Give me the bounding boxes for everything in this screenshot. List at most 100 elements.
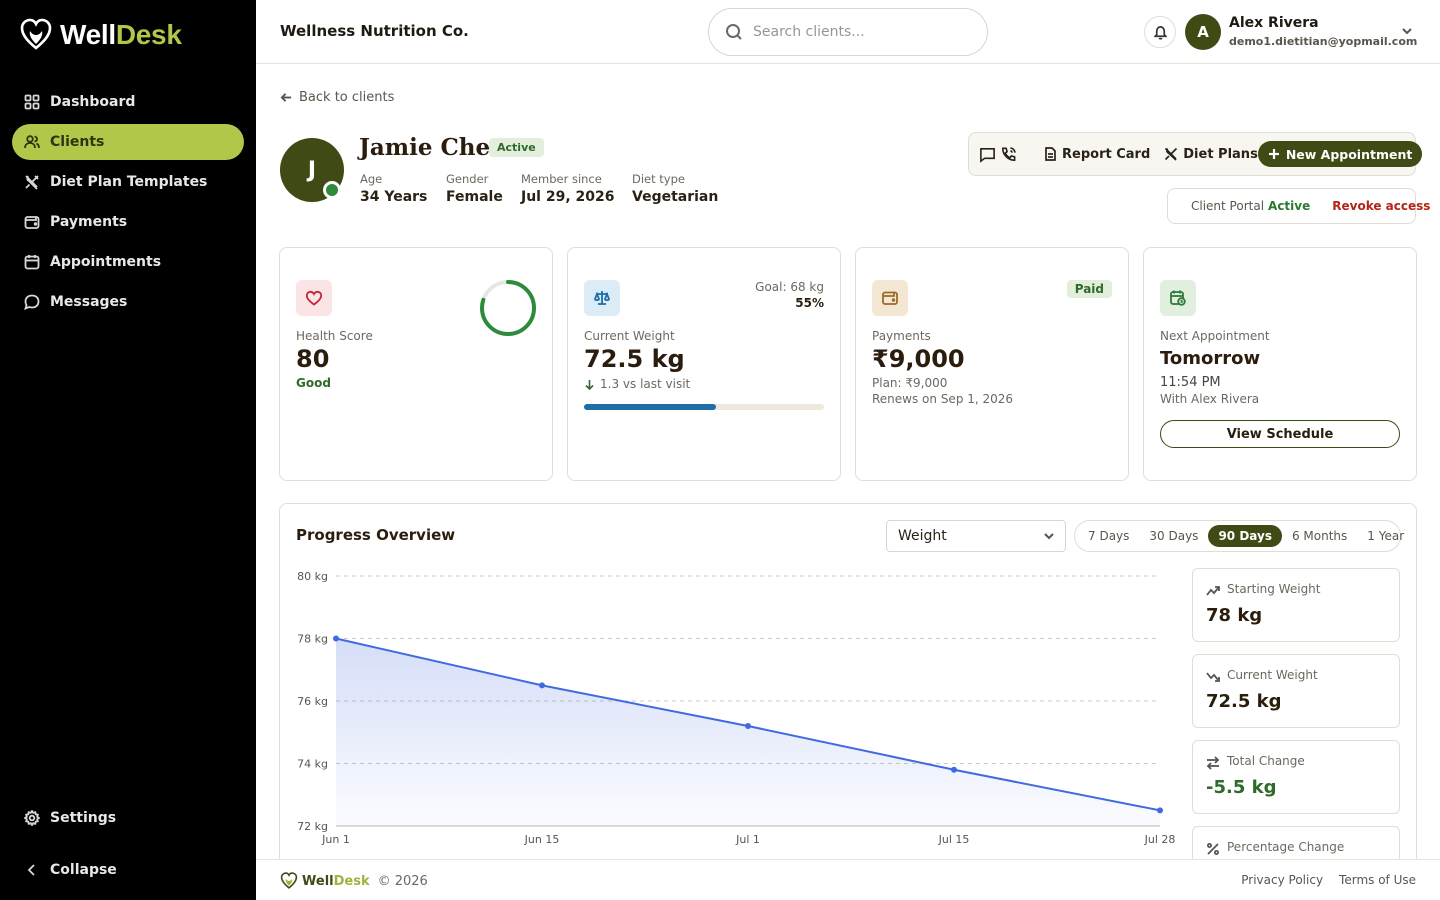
footer-links: Privacy Policy Terms of Use [1241,873,1416,887]
chevron-down-icon [1044,533,1054,540]
progress-overview-panel: Progress Overview Weight 7 Days 30 Days … [279,503,1417,900]
meta-label: Diet type [632,172,685,186]
meta-value: Jul 29, 2026 [521,189,615,205]
collapse-button[interactable]: Collapse [12,852,244,888]
phone-icon [1002,146,1016,161]
weight-goal-progress-bar [584,404,824,410]
payment-renewal: Renews on Sep 1, 2026 [872,392,1014,406]
portal-label: Client Portal [1191,199,1265,213]
weight-goal-percent: 55% [795,296,824,310]
diet-plans-button[interactable]: Diet Plans [1164,147,1258,162]
user-avatar[interactable]: A [1185,14,1221,50]
metric-select-value: Weight [898,528,947,544]
brand-logo[interactable]: WellDesk [20,18,182,52]
current-weight-label: Current Weight [584,329,675,343]
new-appointment-button[interactable]: New Appointment [1257,141,1423,167]
portal-status: Active [1268,199,1311,213]
x-tick-label: Jul 15 [938,833,970,846]
percent-icon [1206,842,1219,855]
range-30-days[interactable]: 30 Days [1149,529,1199,543]
next-appointment-label: Next Appointment [1160,329,1270,343]
sidebar-item-label: Dashboard [50,94,136,110]
meta-label: Gender [446,172,489,186]
sidebar-item-appointments[interactable]: Appointments [12,244,244,280]
data-point [333,635,339,642]
new-appointment-label: New Appointment [1285,146,1413,162]
notifications-button[interactable] [1144,16,1176,48]
meta-label: Member since [521,172,602,186]
revoke-access-link[interactable]: Revoke access [1332,199,1431,213]
current-weight-value: 72.5 kg [584,345,685,373]
range-1-year[interactable]: 1 Year [1367,529,1405,543]
sidebar-item-messages[interactable]: Messages [12,284,244,320]
footer-brand: Well Desk © 2026 [280,872,428,890]
search-box[interactable] [708,8,988,56]
search-icon [726,24,742,40]
sidebar-item-payments[interactable]: Payments [12,204,244,240]
client-meta-member-since: Member since Jul 29, 2026 [521,172,615,205]
chevron-left-icon [27,864,35,876]
brand-name-part1: Well [60,19,116,50]
view-schedule-button[interactable]: View Schedule [1160,420,1400,448]
chevron-down-icon[interactable] [1400,24,1414,38]
range-7-days[interactable]: 7 Days [1088,529,1130,543]
trend-up-icon [1206,586,1220,596]
metric-value: 72.5 kg [1206,691,1282,712]
y-tick-label: 76 kg [297,695,328,708]
sidebar-item-dashboard[interactable]: Dashboard [12,84,244,120]
client-name: Jamie Chen [359,134,507,161]
arrow-left-icon [280,93,292,102]
range-6-months[interactable]: 6 Months [1291,529,1348,543]
sidebar-item-clients[interactable]: Clients [12,124,244,160]
plus-icon [1268,149,1279,159]
weight-change: 1.3 vs last visit [584,377,690,391]
data-point [745,723,751,729]
y-tick-label: 80 kg [297,570,328,583]
back-to-clients-link[interactable]: Back to clients [280,90,394,105]
terms-of-use-link[interactable]: Terms of Use [1339,873,1416,887]
metric-value: 78 kg [1206,605,1263,626]
meta-value: Female [446,189,503,205]
y-tick-label: 72 kg [297,820,328,833]
next-appointment-with: With Alex Rivera [1160,392,1260,406]
heart-logo-icon [20,18,52,50]
x-tick-label: Jul 28 [1144,833,1176,846]
heart-icon [296,280,332,316]
metric-label: Percentage Change [1227,840,1345,854]
user-name[interactable]: Alex Rivera [1229,15,1319,31]
top-header: Wellness Nutrition Co. A Alex Rivera dem… [256,0,1440,64]
next-appointment-card: Next Appointment Tomorrow 11:54 PM With … [1143,247,1417,481]
message-client-button[interactable] [979,140,996,168]
sidebar-item-label: Messages [50,294,128,310]
progress-overview-title: Progress Overview [296,526,456,544]
trend-down-icon [1206,672,1220,682]
arrow-down-icon [585,379,594,390]
heart-logo-icon [280,872,298,889]
call-client-button[interactable] [1000,140,1017,168]
client-meta-diet-type: Diet type Vegetarian [632,172,718,205]
sidebar-item-settings[interactable]: Settings [12,800,244,836]
meta-value: Vegetarian [632,189,719,205]
data-point [1157,807,1163,814]
metric-label: Starting Weight [1227,582,1321,596]
client-status-badge: Active [489,138,544,157]
next-appointment-day: Tomorrow [1160,348,1261,369]
sidebar-item-label: Diet Plan Templates [50,174,208,190]
client-meta-age: Age 34 Years [360,172,427,205]
health-score-label: Health Score [296,329,373,343]
range-90-days[interactable]: 90 Days [1208,525,1282,547]
report-card-button[interactable]: Report Card [1043,147,1150,162]
footer: Well Desk © 2026 Privacy Policy Terms of … [256,859,1440,900]
metric-select[interactable]: Weight [886,520,1066,552]
client-portal-status: Client Portal Active Revoke access [1167,188,1430,224]
search-input[interactable] [753,24,953,40]
organization-name: Wellness Nutrition Co. [280,22,469,40]
gear-icon [24,810,40,826]
sidebar-item-diet-plan-templates[interactable]: Diet Plan Templates [12,164,244,200]
y-tick-label: 78 kg [297,633,328,646]
sidebar-item-label: Clients [50,134,105,150]
total-change-card: Total Change -5.5 kg [1192,740,1400,814]
brand-name-part2: Desk [115,19,182,50]
privacy-policy-link[interactable]: Privacy Policy [1241,873,1324,887]
